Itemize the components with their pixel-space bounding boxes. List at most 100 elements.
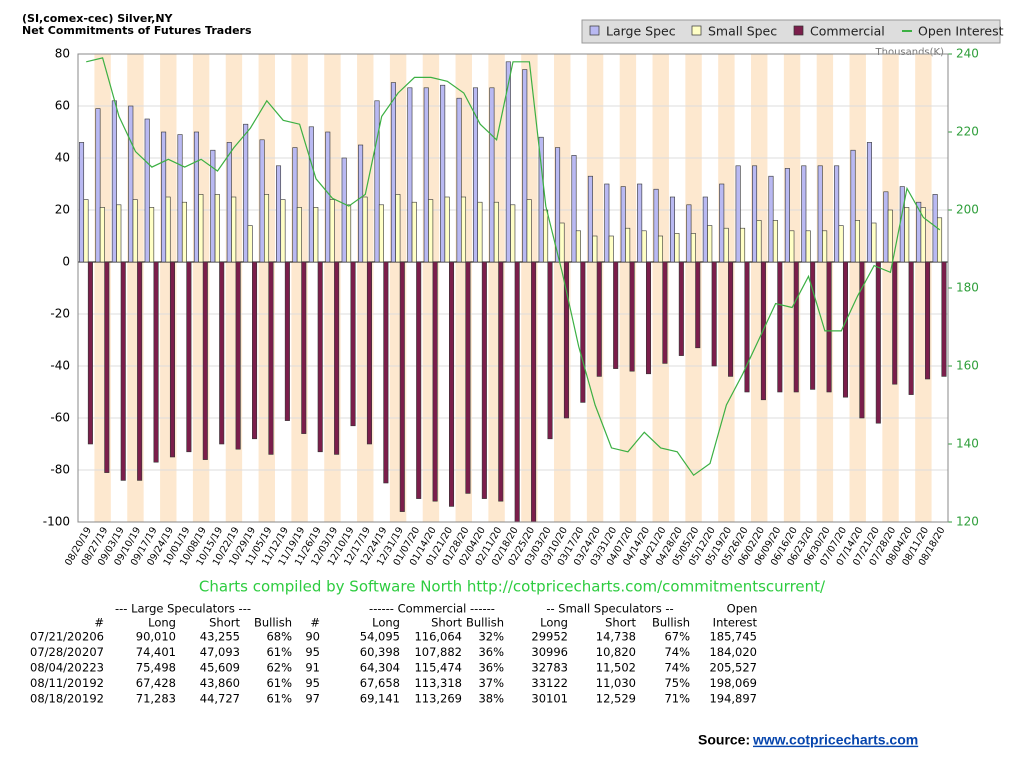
bar: [908, 261, 914, 395]
table-cell: 38%: [478, 692, 504, 706]
bar: [95, 108, 101, 263]
bar: [231, 196, 237, 263]
stripe: [882, 54, 899, 522]
bar: [613, 261, 619, 369]
bar: [177, 134, 183, 263]
bar: [756, 220, 762, 263]
bar: [608, 235, 614, 263]
bar: [275, 165, 282, 263]
bar: [735, 165, 741, 263]
bar: [226, 142, 232, 263]
bar: [153, 261, 159, 463]
y-tick-label: 40: [55, 151, 70, 165]
bar: [505, 61, 511, 263]
stripe: [915, 54, 932, 522]
bar: [243, 123, 249, 263]
bar: [580, 261, 586, 403]
bar: [407, 87, 413, 263]
bar: [871, 222, 877, 263]
y2-tick-label: 220: [956, 125, 979, 139]
source-label: Source:: [698, 732, 750, 748]
bar: [235, 261, 241, 450]
table-group-header: -- Small Speculators --: [546, 602, 673, 616]
legend-label: Open Interest: [918, 24, 1004, 39]
bar: [449, 261, 455, 507]
bar: [777, 261, 783, 393]
bar: [264, 194, 270, 263]
table-column-header: #: [94, 616, 104, 630]
table-cell: 29952: [531, 630, 568, 644]
bar: [132, 199, 138, 263]
table-date: 08/18/20: [30, 692, 82, 706]
y2-tick-label: 140: [956, 437, 979, 451]
stripe: [652, 54, 669, 522]
bar: [416, 261, 422, 499]
bar: [350, 261, 356, 427]
plot-frame: [77, 53, 949, 523]
bar: [866, 142, 872, 263]
bar: [198, 194, 204, 263]
table-cell: 33122: [531, 676, 568, 690]
table-column-header: Bullish: [652, 616, 690, 630]
table-cell: 75%: [664, 676, 690, 690]
bar: [395, 194, 401, 263]
bar: [186, 261, 192, 453]
table-cell: 10,820: [596, 645, 636, 659]
bar: [104, 261, 110, 473]
bar: [193, 131, 199, 263]
bar: [284, 261, 290, 421]
table-cell: 67,428: [136, 676, 176, 690]
bar: [202, 261, 208, 460]
legend-label: Large Spec: [606, 24, 676, 39]
table-date: 07/28/20: [30, 645, 82, 659]
table-cell: 54,095: [360, 630, 400, 644]
bar: [620, 186, 626, 263]
bar: [538, 136, 544, 263]
table-cell: 91: [305, 661, 320, 675]
bar: [941, 261, 947, 377]
bar: [641, 230, 647, 263]
bar: [341, 157, 347, 263]
bar: [313, 207, 319, 263]
bar: [904, 207, 910, 263]
legend-swatch: [589, 25, 600, 36]
table-cell: 74,401: [136, 645, 176, 659]
bar: [399, 261, 405, 512]
y-tick-label: -20: [50, 307, 70, 321]
bar: [669, 196, 675, 263]
table-group-header: --- Large Speculators ---: [115, 602, 251, 616]
bar: [772, 220, 778, 263]
bar: [440, 84, 446, 263]
table-column-header: Bullish: [254, 616, 292, 630]
bar: [629, 261, 635, 372]
table-cell: 61%: [266, 692, 292, 706]
bar: [555, 147, 561, 263]
bar: [719, 183, 725, 263]
table-cell: 74%: [664, 661, 690, 675]
source-link[interactable]: www.cotpricecharts.com: [752, 732, 918, 748]
bar: [883, 191, 889, 263]
y2-tick-label: 160: [956, 359, 979, 373]
table-column-header: Short: [209, 616, 240, 630]
bar: [214, 194, 220, 263]
bar: [325, 131, 331, 263]
chart-subtitle: Net Commitments of Futures Traders: [22, 24, 252, 37]
table-cell: 43,860: [200, 676, 240, 690]
bar: [571, 155, 577, 263]
table-cell: 95: [305, 645, 320, 659]
bar: [645, 261, 652, 375]
bar: [789, 230, 795, 263]
bar: [531, 261, 537, 523]
bar: [510, 204, 516, 263]
bar: [432, 261, 438, 502]
table-cell: 62%: [266, 661, 292, 675]
table-cell: 67,658: [360, 676, 400, 690]
table-cell: 14,738: [596, 630, 636, 644]
bar: [752, 165, 758, 263]
table-cell: 116,064: [414, 630, 462, 644]
bar: [292, 147, 298, 263]
table-cell: 194,897: [709, 692, 757, 706]
table-column-header: Interest: [713, 616, 758, 630]
table-cell: 192: [82, 676, 104, 690]
bar: [543, 209, 549, 263]
